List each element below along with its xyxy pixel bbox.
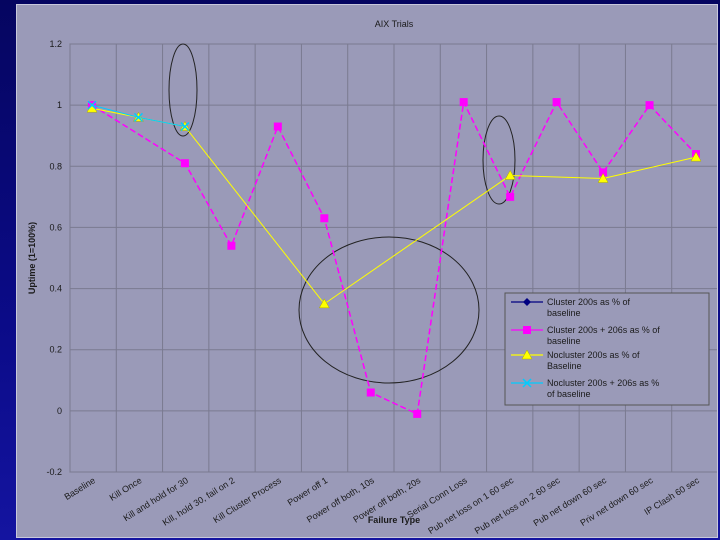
highlight-ellipse (168, 43, 198, 137)
x-tick-label: Kill Once (108, 475, 144, 503)
data-point (690, 151, 702, 162)
y-tick-label: 0.6 (49, 222, 62, 232)
data-point (227, 241, 236, 250)
data-point (318, 298, 330, 309)
data-point (133, 112, 143, 122)
data-point (180, 122, 190, 132)
y-tick-label: 0.8 (49, 161, 62, 171)
aix-trials-chart: 1.210.80.60.40.20-0.2 Baseline Kill OnceK… (27, 19, 717, 536)
legend-label: baseline (547, 336, 581, 346)
y-tick-label: 0.4 (49, 284, 62, 294)
legend-entry: Nocluster 200s + 206s as %of baseline (511, 378, 659, 399)
x-tick-label: Baseline (62, 475, 97, 502)
data-point (645, 101, 654, 110)
legend-label: Cluster 200s + 206s as % of (547, 325, 660, 335)
y-tick-labels: 1.2 1 0.8 0.6 0.4 0.2 0 -0.2 (46, 39, 62, 477)
data-point (523, 298, 531, 306)
x-axis-title: Failure Type (368, 515, 420, 525)
data-point (522, 378, 532, 388)
x-tick-label: Pub net loss on 2 60 sec (473, 475, 562, 536)
data-point (87, 100, 97, 110)
data-point (523, 326, 531, 334)
legend-label: of baseline (547, 389, 591, 399)
data-point (320, 214, 329, 223)
data-point (506, 192, 515, 201)
legend-label: Nocluster 200s as % of (547, 350, 640, 360)
chart-title: AIX Trials (375, 19, 414, 29)
legend-label: Baseline (547, 361, 582, 371)
data-point (597, 172, 609, 183)
y-tick-label: -0.2 (46, 467, 62, 477)
y-tick-label: 1 (57, 100, 62, 110)
chart-area: 1.2 1 0.8 0.6 0.4 0.2 0 -0.2 Baseline Kill Once K… (16, 4, 718, 538)
x-tick-label: Pub net loss on 1 60 sec (426, 475, 515, 536)
data-point (459, 98, 468, 107)
data-point (366, 388, 375, 397)
data-point (521, 349, 533, 360)
series-lines (86, 98, 702, 418)
data-point (180, 159, 189, 168)
y-tick-label: 0.2 (49, 345, 62, 355)
y-tick-label: 1.2 (49, 39, 62, 49)
highlight-ellipses (168, 43, 516, 384)
legend-box (504, 292, 710, 406)
legend-label: Nocluster 200s + 206s as % (547, 378, 659, 388)
highlight-ellipse (298, 236, 480, 384)
series-4 (87, 100, 190, 132)
y-tick-label: 0 (57, 406, 62, 416)
legend-label: Cluster 200s as % of (547, 297, 631, 307)
data-point (599, 168, 608, 177)
y-axis-title: Uptime (1=100%) (27, 222, 37, 294)
x-tick-label: Power off 1 (286, 475, 330, 508)
data-point (552, 98, 561, 107)
highlight-ellipse (482, 115, 516, 205)
data-point (273, 122, 282, 131)
legend-label: baseline (547, 308, 581, 318)
data-point (504, 169, 516, 180)
data-point (413, 409, 422, 418)
